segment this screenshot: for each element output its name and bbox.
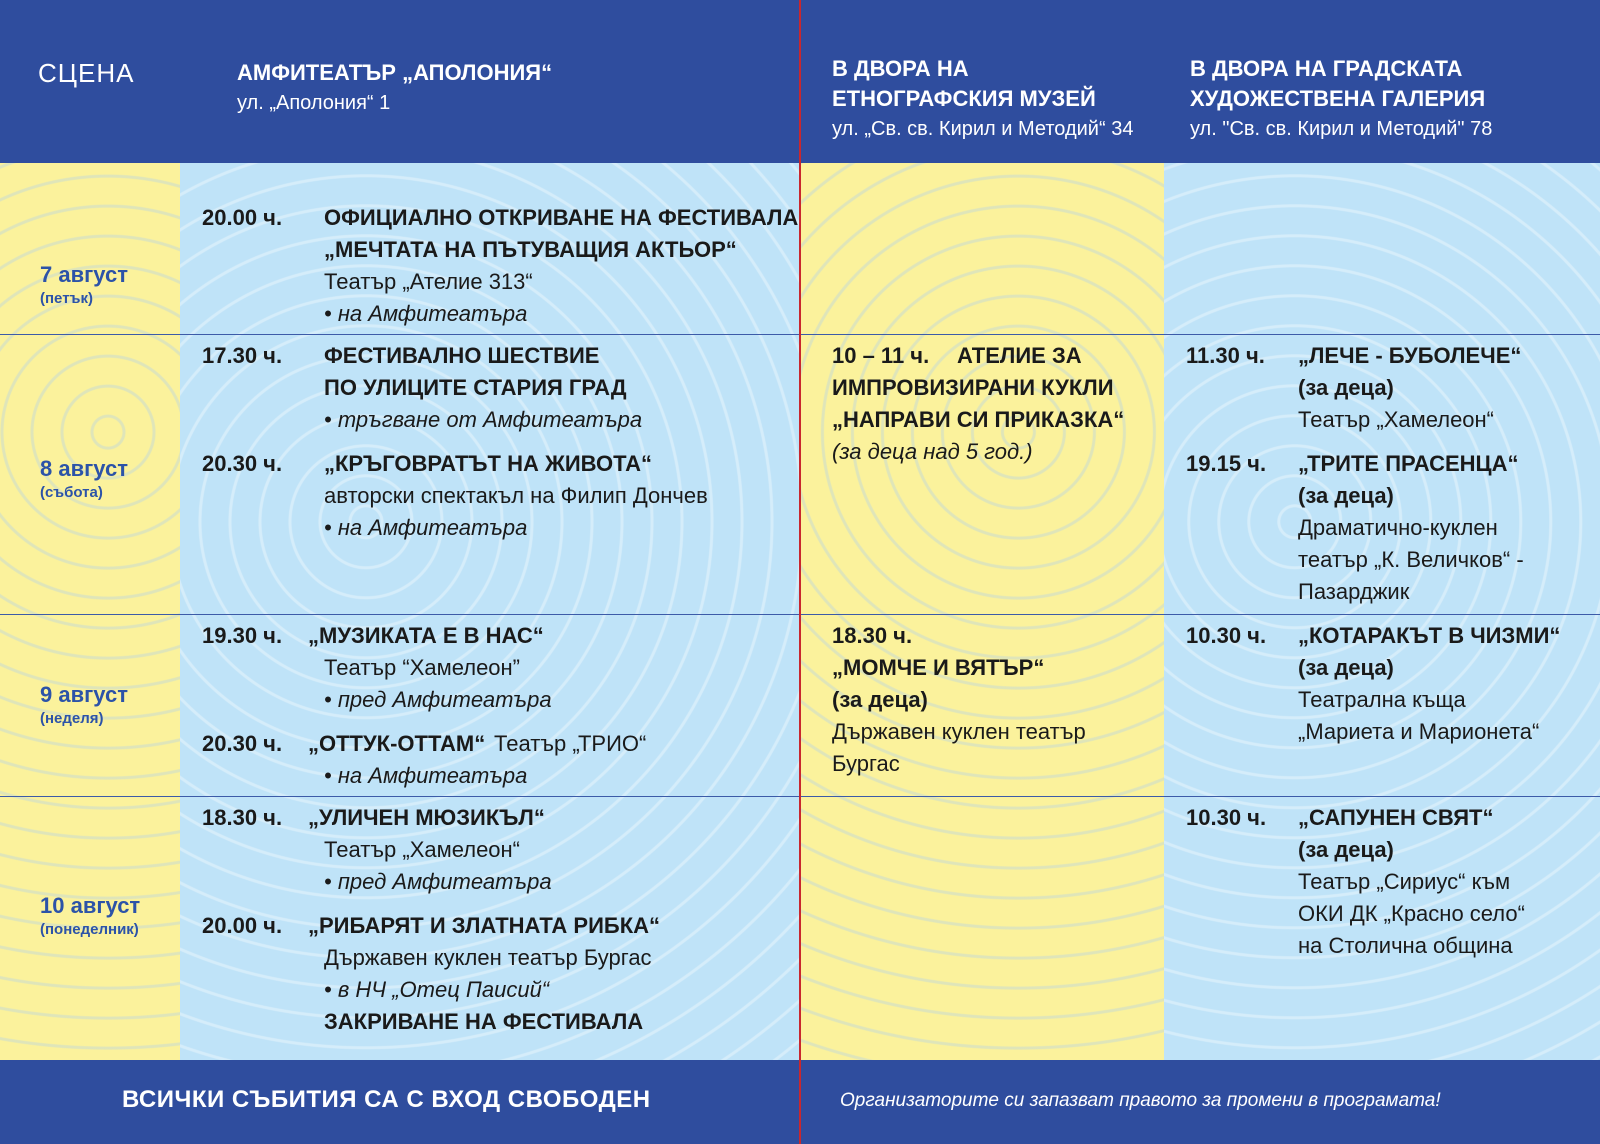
day-weekday: (събота) xyxy=(40,484,103,501)
event-time: 20.00 ч. xyxy=(202,913,283,938)
event-company: Театър „Хамелеон“ xyxy=(324,837,521,862)
event-title: ФЕСТИВАЛНО ШЕСТВИЕ xyxy=(324,343,600,368)
event-title: ОФИЦИАЛНО ОТКРИВАНЕ НА ФЕСТИВАЛА xyxy=(324,205,799,230)
event-location: • тръгване от Амфитеатъра xyxy=(324,407,643,432)
event-title: „КОТАРАКЪТ В ЧИЗМИ“ xyxy=(1298,623,1561,648)
event-title: ЗАКРИВАНЕ НА ФЕСТИВАЛА xyxy=(324,1009,644,1034)
event-title: АТЕЛИЕ ЗА xyxy=(957,343,1082,368)
event-title: „НАПРАВИ СИ ПРИКАЗКА“ xyxy=(832,407,1125,432)
day-weekday: (петък) xyxy=(40,290,93,307)
venue-address: ул. „Св. св. Кирил и Методий“ 34 xyxy=(832,118,1134,140)
event-company: Театър “Хамелеон” xyxy=(324,655,521,680)
event-title: „МЕЧТАТА НА ПЪТУВАЩИЯ АКТЬОР“ xyxy=(324,237,737,262)
venue-title: В ДВОРА НА xyxy=(832,56,969,81)
day-name: 10 август xyxy=(40,893,141,918)
event-time: 11.30 ч. xyxy=(1186,343,1265,368)
venue-title: ЕТНОГРАФСКИЯ МУЗЕЙ xyxy=(832,86,1096,111)
event-title: „УЛИЧЕН МЮЗИКЪЛ“ xyxy=(308,805,545,830)
event-location: • пред Амфитеатъра xyxy=(324,687,552,712)
event-company: Държавен куклен театър Бургас xyxy=(324,945,652,970)
event-time: 18.30 ч. xyxy=(832,623,913,648)
event-time: 20.30 ч. xyxy=(202,731,283,756)
day-name: 9 август xyxy=(40,682,128,707)
event-company: на Столична община xyxy=(1298,933,1513,958)
event-time: 20.30 ч. xyxy=(202,451,283,476)
event-location: • в НЧ „Отец Паисий“ xyxy=(324,977,550,1002)
event-time: 10.30 ч. xyxy=(1186,805,1267,830)
event-note: (за деца над 5 год.) xyxy=(832,439,1033,464)
event-title: ИМПРОВИЗИРАНИ КУКЛИ xyxy=(832,375,1114,400)
event-time: 19.15 ч. xyxy=(1186,451,1267,476)
event-company: Бургас xyxy=(832,751,900,776)
day-label: 8 август (събота) xyxy=(40,456,128,504)
event-note: (за деца) xyxy=(1298,837,1394,862)
event-title: „ТРИТЕ ПРАСЕНЦА“ xyxy=(1298,451,1519,476)
venue-address: ул. "Св. св. Кирил и Методий" 78 xyxy=(1190,118,1493,140)
event-title: „МОМЧЕ И ВЯТЪР“ xyxy=(832,655,1045,680)
center-divider xyxy=(799,0,801,1144)
event-time: 17.30 ч. xyxy=(202,343,283,368)
day-label: 10 август (понеделник) xyxy=(40,893,140,941)
day-weekday: (понеделник) xyxy=(40,921,139,938)
event-company: Театрална къща xyxy=(1298,687,1466,712)
event-title: „ОТТУК-ОТТАМ“ xyxy=(308,731,486,756)
event-time: 10.30 ч. xyxy=(1186,623,1267,648)
event-company: Театър „Хамелеон“ xyxy=(1298,407,1495,432)
event-company: ОКИ ДК „Красно село“ xyxy=(1298,901,1525,926)
disclaimer-note: Организаторите си запазват правото за пр… xyxy=(840,1090,1441,1111)
event-note: (за деца) xyxy=(1298,375,1394,400)
event-note: (за деца) xyxy=(832,687,928,712)
event-company: Театър „Ателие 313“ xyxy=(324,269,533,294)
day-name: 7 август xyxy=(40,262,128,287)
event-title: „КРЪГОВРАТЪТ НА ЖИВОТА“ xyxy=(324,451,653,476)
day-label: 7 август (петък) xyxy=(40,262,128,310)
event-title: ПО УЛИЦИТЕ СТАРИЯ ГРАД xyxy=(324,375,627,400)
event-title: „МУЗИКАТА Е В НАС“ xyxy=(308,623,544,648)
event-location: • на Амфитеатъра xyxy=(324,301,528,326)
event-location: • на Амфитеатъра xyxy=(324,763,528,788)
event-time: 10 – 11 ч. xyxy=(832,343,930,368)
gallery-column-bg xyxy=(1164,163,1600,1060)
event-time: 19.30 ч. xyxy=(202,623,283,648)
scena-label: СЦЕНА xyxy=(38,58,135,88)
event-location: • на Амфитеатъра xyxy=(324,515,528,540)
event-title: „РИБАРЯТ И ЗЛАТНАТА РИБКА“ xyxy=(308,913,661,938)
venue-museum: В ДВОРА НА ЕТНОГРАФСКИЯ МУЗЕЙ ул. „Св. с… xyxy=(832,54,1133,144)
event-company: „Мариета и Марионета“ xyxy=(1298,719,1540,744)
event-company: авторски спектакъл на Филип Дончев xyxy=(324,483,708,508)
event-location: • пред Амфитеатъра xyxy=(324,869,552,894)
venue-title: ХУДОЖЕСТВЕНА ГАЛЕРИЯ xyxy=(1190,86,1486,111)
event-time: 18.30 ч. xyxy=(202,805,283,830)
amphitheatre-column-bg xyxy=(180,163,800,1060)
day-column-bg xyxy=(0,163,180,1060)
event-title: „САПУНЕН СВЯТ“ xyxy=(1298,805,1494,830)
venue-title: АМФИТЕАТЪР „АПОЛОНИЯ“ xyxy=(237,60,553,85)
venue-gallery: В ДВОРА НА ГРАДСКАТА ХУДОЖЕСТВЕНА ГАЛЕРИ… xyxy=(1190,54,1492,144)
day-weekday: (неделя) xyxy=(40,710,104,727)
free-entry-note: ВСИЧКИ СЪБИТИЯ СА С ВХОД СВОБОДЕН xyxy=(122,1086,651,1113)
event-company: Театър „ТРИО“ xyxy=(494,731,647,756)
event-company: театър „К. Величков“ - xyxy=(1298,547,1524,572)
day-name: 8 август xyxy=(40,456,128,481)
event-title: „ЛЕЧЕ - БУБОЛЕЧЕ“ xyxy=(1298,343,1522,368)
day-label: 9 август (неделя) xyxy=(40,682,128,730)
event-note: (за деца) xyxy=(1298,655,1394,680)
venue-amphitheatre: АМФИТЕАТЪР „АПОЛОНИЯ“ ул. „Аполония“ 1 xyxy=(237,58,552,118)
event-note: (за деца) xyxy=(1298,483,1394,508)
museum-column-bg xyxy=(800,163,1164,1060)
event-company: Театър „Сириус“ към xyxy=(1298,869,1511,894)
venue-title: В ДВОРА НА ГРАДСКАТА xyxy=(1190,56,1463,81)
venue-address: ул. „Аполония“ 1 xyxy=(237,92,391,114)
event-company: Драматично-куклен xyxy=(1298,515,1498,540)
event-company: Държавен куклен театър xyxy=(832,719,1086,744)
event-time: 20.00 ч. xyxy=(202,205,283,230)
event-company: Пазарджик xyxy=(1298,579,1410,604)
